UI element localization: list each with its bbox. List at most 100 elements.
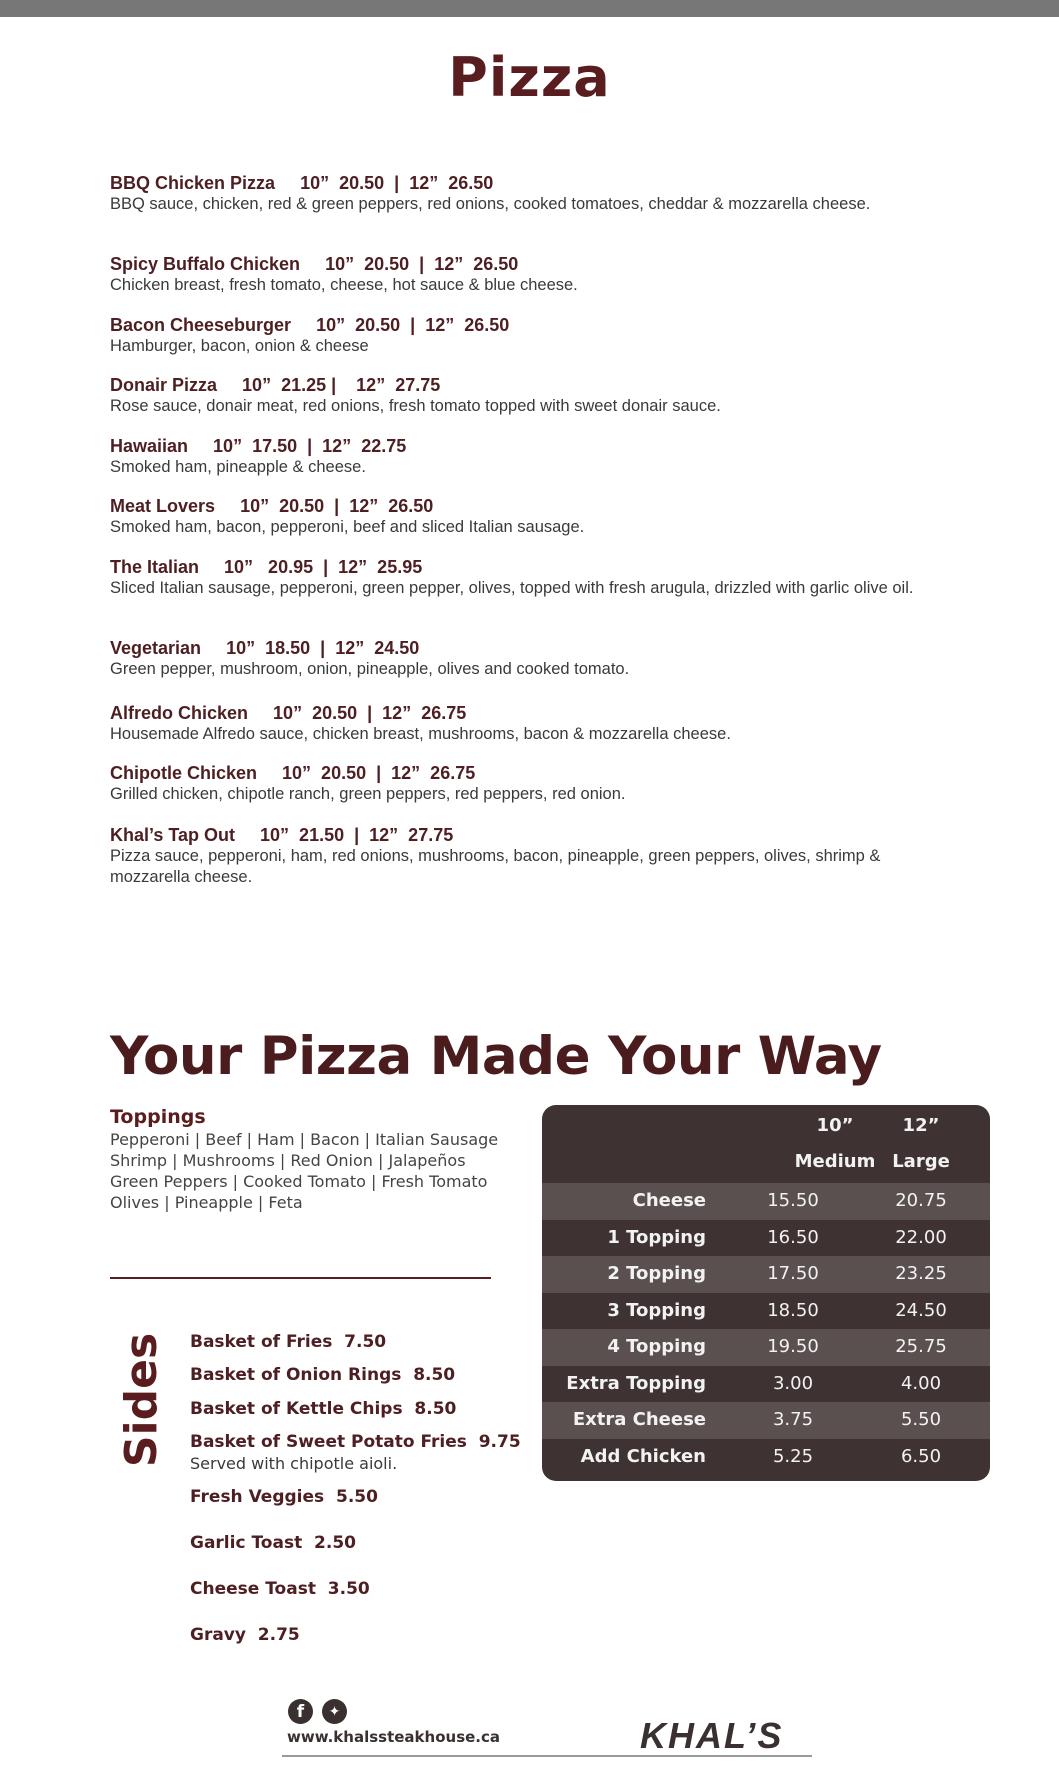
menu-item-header: Spicy Buffalo Chicken 10” 20.50 | 12” 26…	[110, 254, 960, 275]
menu-item: Vegetarian 10” 18.50 | 12” 24.50 Green pe…	[110, 638, 960, 680]
price-12: 12” 26.75	[382, 703, 467, 723]
menu-item-description: Hamburger, bacon, onion & cheese	[110, 337, 369, 355]
menu-item-name: Chipotle Chicken	[110, 763, 258, 783]
menu-item: Spicy Buffalo Chicken 10” 20.50 | 12” 26…	[110, 254, 960, 296]
side-item-label: Basket of Kettle Chips 8.50	[190, 1399, 457, 1419]
menu-item-header: Alfredo Chicken 10” 20.50 | 12” 26.75	[110, 703, 960, 724]
menu-item-name: Khal’s Tap Out	[110, 825, 236, 845]
menu-item: Chipotle Chicken 10” 20.50 | 12” 26.75 Gr…	[110, 763, 960, 805]
large-price: 25.75	[895, 1336, 947, 1357]
menu-item-description: Smoked ham, pineapple & cheese.	[110, 458, 366, 476]
side-item-label: Cheese Toast 3.50	[190, 1579, 370, 1599]
menu-item-description: Grilled chicken, chipotle ranch, green p…	[110, 785, 626, 803]
website-link[interactable]: www.khalssteakhouse.ca	[287, 1728, 501, 1746]
price-separator: |	[384, 173, 410, 193]
col-medium-name: Medium	[794, 1151, 876, 1172]
price-12: 12” 27.75	[369, 825, 454, 845]
menu-item: Donair Pizza 10” 21.25 | 12” 27.75 Rose s…	[110, 375, 960, 417]
price-10: 10” 21.50	[260, 825, 345, 845]
row-label: 3 Topping	[607, 1299, 706, 1321]
price-separator: |	[357, 703, 383, 723]
large-price: 24.50	[895, 1299, 947, 1321]
price-10: 10” 20.50	[273, 703, 358, 723]
price-12: 12” 26.75	[391, 763, 476, 783]
medium-price: 16.50	[767, 1226, 819, 1248]
price-row: Extra Cheese 3.75 5.50	[542, 1402, 990, 1439]
menu-item-name: BBQ Chicken Pizza	[110, 173, 276, 193]
price-12: 12” 26.50	[409, 173, 494, 193]
menu-item: Hawaiian 10” 17.50 | 12” 22.75 Smoked ham…	[110, 436, 960, 478]
logo: KHAL’S	[640, 1715, 784, 1756]
side-item: Basket of Onion Rings 8.50	[190, 1365, 455, 1386]
medium-price: 15.50	[767, 1190, 819, 1211]
menu-item-header: Chipotle Chicken 10” 20.50 | 12” 26.75	[110, 763, 960, 784]
menu-item-description: Sliced Italian sausage, pepperoni, green…	[110, 579, 914, 597]
medium-price: 5.25	[772, 1445, 814, 1467]
large-price: 5.50	[900, 1409, 942, 1430]
large-price: 22.00	[895, 1226, 947, 1248]
row-label: Add Chicken	[580, 1445, 706, 1467]
facebook-icon[interactable]: f	[288, 1699, 313, 1724]
menu-item: BBQ Chicken Pizza 10” 20.50 | 12” 26.50 B…	[110, 173, 960, 215]
price-10: 10” 20.50	[325, 254, 410, 274]
menu-item-name: Meat Lovers	[110, 496, 216, 516]
side-item: Basket of Kettle Chips 8.50	[190, 1399, 456, 1420]
col-large-name: Large	[892, 1151, 950, 1172]
side-item: Garlic Toast 2.50	[190, 1533, 356, 1554]
price-10: 10” 20.50	[300, 173, 385, 193]
price-separator: |	[326, 375, 357, 395]
side-item-label: Basket of Onion Rings 8.50	[190, 1365, 456, 1385]
price-12: 12” 26.50	[425, 315, 510, 335]
price-12: 12” 26.50	[434, 254, 519, 274]
menu-item: Meat Lovers 10” 20.50 | 12” 26.50 Smoked …	[110, 496, 960, 538]
toppings-line: Olives | Pineapple | Feta	[110, 1193, 303, 1212]
price-row: Cheese 15.50 20.75	[542, 1183, 990, 1220]
large-price: 23.25	[895, 1263, 947, 1284]
build-title: Your Pizza Made Your Way	[110, 1026, 882, 1087]
menu-item-name: The Italian	[110, 557, 200, 577]
side-item-label: Gravy 2.75	[190, 1625, 300, 1645]
price-separator: |	[409, 254, 435, 274]
medium-price: 3.75	[772, 1409, 814, 1430]
side-item: Fresh Veggies 5.50	[190, 1487, 378, 1508]
menu-item: Bacon Cheeseburger 10” 20.50 | 12” 26.50…	[110, 315, 960, 357]
price-separator: |	[366, 763, 392, 783]
footer-divider	[282, 1755, 812, 1757]
large-price: 6.50	[900, 1445, 942, 1467]
row-label: Extra Topping	[566, 1372, 706, 1394]
menu-item-name: Alfredo Chicken	[110, 703, 249, 723]
menu-item-description: Green pepper, mushroom, onion, pineapple…	[110, 660, 630, 678]
price-row: Extra Topping 3.00 4.00	[542, 1366, 990, 1403]
price-row: Add Chicken 5.25 6.50	[542, 1439, 990, 1476]
toppings-section: Toppings Pepperoni | Beef | Ham | Bacon …	[110, 1106, 530, 1213]
medium-price: 17.50	[767, 1263, 819, 1284]
medium-price: 3.00	[772, 1372, 814, 1394]
col-large-size: 12”	[902, 1115, 940, 1136]
large-price: 20.75	[895, 1190, 947, 1211]
medium-price: 19.50	[767, 1336, 819, 1357]
menu-item-header: Khal’s Tap Out 10” 21.50 | 12” 27.75	[110, 825, 960, 846]
sides-heading: Sides	[116, 1332, 167, 1468]
toppings-line: Shrimp | Mushrooms | Red Onion | Jalapeñ…	[110, 1151, 466, 1170]
menu-item-name: Bacon Cheeseburger	[110, 315, 292, 335]
divider	[110, 1277, 491, 1279]
row-label: 4 Topping	[607, 1336, 706, 1357]
col-medium-size: 10”	[816, 1115, 854, 1136]
menu-item-description: BBQ sauce, chicken, red & green peppers,…	[110, 195, 871, 213]
row-label: 1 Topping	[607, 1226, 706, 1248]
twitter-icon[interactable]: ✦	[322, 1699, 347, 1724]
row-label: 2 Topping	[607, 1263, 706, 1284]
price-10: 10” 20.50	[282, 763, 367, 783]
toppings-line: Green Peppers | Cooked Tomato | Fresh To…	[110, 1172, 488, 1191]
side-item: Basket of Fries 7.50	[190, 1332, 386, 1353]
price-12: 12” 26.50	[349, 496, 434, 516]
side-item-label: Fresh Veggies 5.50	[190, 1487, 378, 1507]
menu-item-name: Vegetarian	[110, 638, 202, 658]
menu-item-name: Hawaiian	[110, 436, 189, 456]
menu-item-header: Vegetarian 10” 18.50 | 12” 24.50	[110, 638, 960, 659]
menu-item: Alfredo Chicken 10” 20.50 | 12” 26.75 Hou…	[110, 703, 960, 745]
row-label: Cheese	[632, 1190, 706, 1211]
menu-item-description: Rose sauce, donair meat, red onions, fre…	[110, 397, 721, 415]
menu-item-header: BBQ Chicken Pizza 10” 20.50 | 12” 26.50	[110, 173, 960, 194]
price-row: 2 Topping 17.50 23.25	[542, 1256, 990, 1293]
